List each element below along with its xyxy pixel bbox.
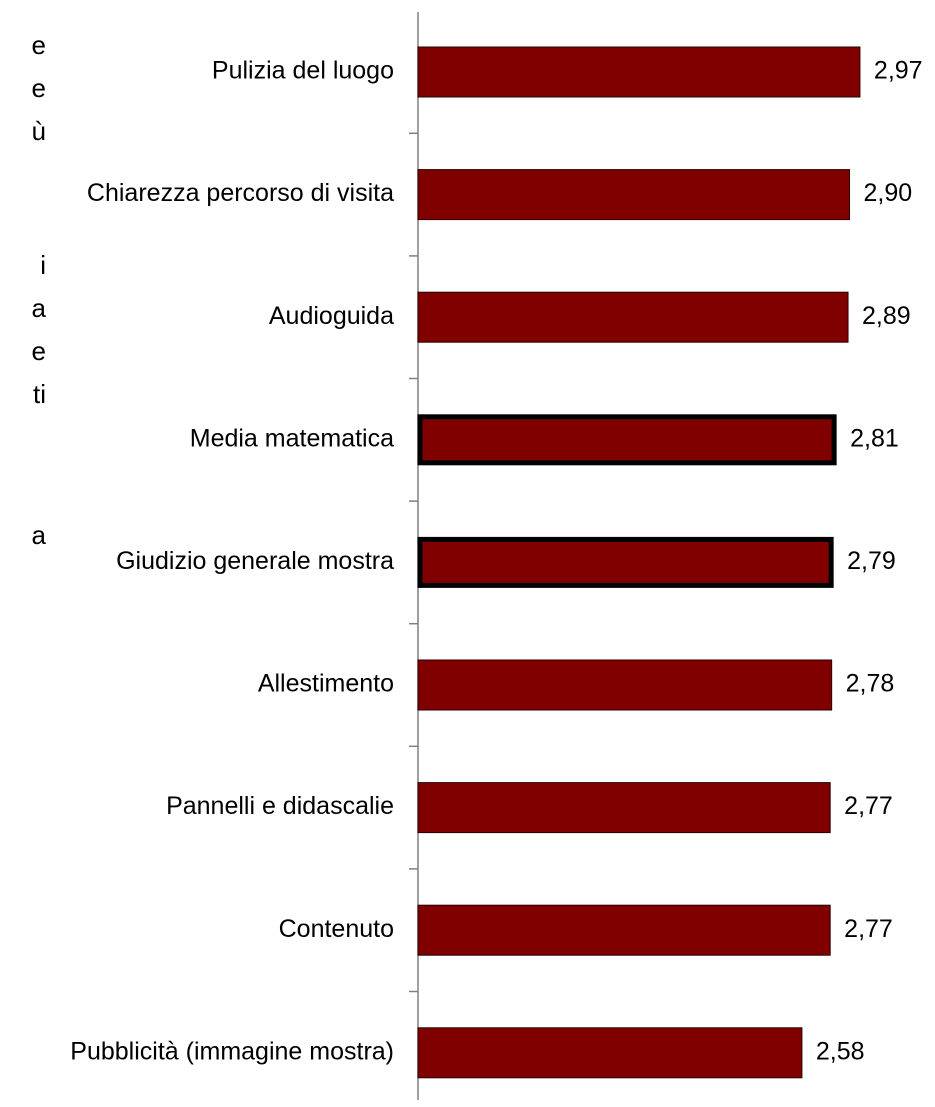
text-fragment: e — [31, 30, 46, 60]
category-label: Pulizia del luogo — [212, 57, 394, 85]
cropped-text-fragments: e e ù i a e ti a — [0, 0, 46, 560]
category-label: Pubblicità (immagine mostra) — [70, 1037, 394, 1065]
value-label: 2,58 — [816, 1037, 865, 1065]
text-fragment: e — [31, 73, 46, 103]
text-fragment: ti — [33, 379, 46, 409]
category-label: Chiarezza percorso di visita — [87, 179, 394, 207]
value-label: 2,97 — [874, 57, 923, 85]
text-fragment: a — [31, 293, 46, 323]
category-label: Pannelli e didascalie — [166, 792, 394, 820]
bar — [417, 1027, 803, 1079]
category-axis — [409, 12, 419, 1100]
bar — [417, 659, 833, 711]
category-label: Giudizio generale mostra — [116, 547, 394, 575]
value-label: 2,81 — [850, 424, 899, 452]
category-label: Media matematica — [190, 424, 394, 452]
text-fragment: e — [31, 336, 46, 366]
value-label: 2,77 — [844, 792, 893, 820]
text-fragment: a — [31, 520, 46, 550]
bars — [417, 46, 861, 1079]
bar — [417, 782, 831, 834]
text-fragment: i — [40, 250, 46, 280]
value-label: 2,79 — [847, 547, 896, 575]
text-fragment: ù — [31, 116, 46, 146]
category-label: Allestimento — [258, 670, 394, 698]
bar — [417, 46, 861, 98]
category-label: Audioguida — [269, 302, 394, 330]
value-label: 2,90 — [864, 179, 913, 207]
value-label: 2,89 — [862, 302, 911, 330]
labels: Pulizia del luogo 2,97 Chiarezza percorso … — [70, 57, 922, 1066]
bar — [417, 291, 849, 343]
bar — [417, 904, 831, 956]
bar — [417, 536, 834, 588]
bar — [417, 169, 851, 221]
value-label: 2,78 — [846, 670, 895, 698]
bar — [417, 414, 837, 466]
category-label: Contenuto — [279, 915, 394, 943]
value-label: 2,77 — [844, 915, 893, 943]
